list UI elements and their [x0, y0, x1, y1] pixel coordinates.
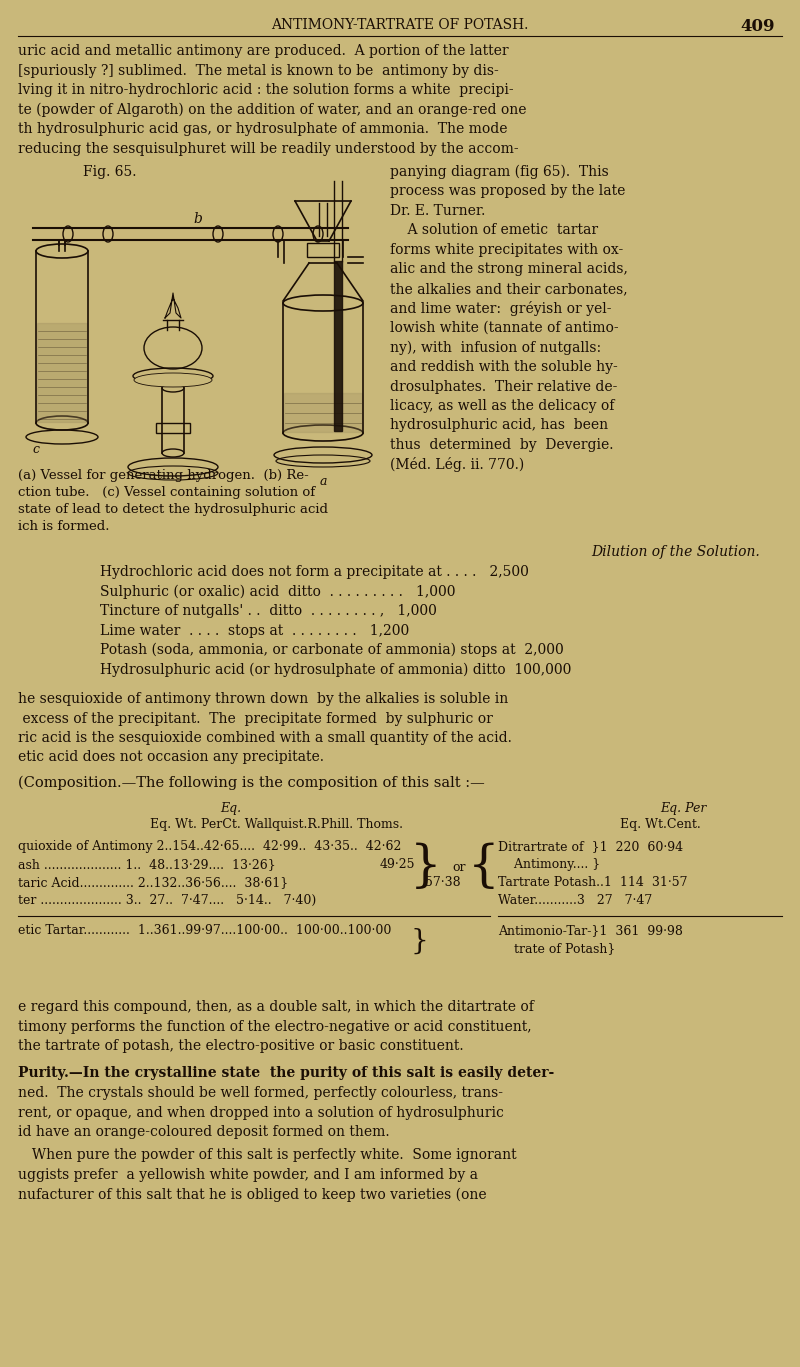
Text: id have an orange-coloured deposit formed on them.: id have an orange-coloured deposit forme…	[18, 1125, 390, 1139]
Text: (Composition.—The following is the composition of this salt :—: (Composition.—The following is the compo…	[18, 776, 485, 790]
Text: }: }	[410, 928, 428, 956]
Bar	[156, 422, 190, 433]
Ellipse shape	[283, 425, 363, 442]
Text: e regard this compound, then, as a double salt, in which the ditartrate of: e regard this compound, then, as a doubl…	[18, 1001, 534, 1014]
Text: state of lead to detect the hydrosulphuric acid: state of lead to detect the hydrosulphur…	[18, 503, 328, 515]
Text: (Méd. Lég. ii. 770.): (Méd. Lég. ii. 770.)	[390, 458, 524, 473]
Ellipse shape	[36, 416, 88, 431]
Text: Tartrate Potash..1  114  31·57: Tartrate Potash..1 114 31·57	[498, 876, 687, 889]
Text: }: }	[410, 842, 442, 891]
Text: (a) Vessel for generating hydrogen.  (b) Re-: (a) Vessel for generating hydrogen. (b) …	[18, 469, 309, 483]
Text: ANTIMONY-TARTRATE OF POTASH.: ANTIMONY-TARTRATE OF POTASH.	[271, 18, 529, 31]
Text: ned.  The crystals should be well formed, perfectly colourless, trans-: ned. The crystals should be well formed,…	[18, 1085, 503, 1100]
Text: timony performs the function of the electro-negative or acid constituent,: timony performs the function of the elec…	[18, 1020, 532, 1033]
Text: c: c	[32, 443, 39, 457]
Text: b: b	[193, 212, 202, 226]
Text: lving it in nitro-hydrochloric acid : the solution forms a white  precipi-: lving it in nitro-hydrochloric acid : th…	[18, 83, 514, 97]
Ellipse shape	[134, 373, 212, 387]
Polygon shape	[37, 323, 87, 422]
Text: drosulphates.  Their relative de-: drosulphates. Their relative de-	[390, 380, 618, 394]
Text: etic Tartar............  1..361..99·97....100·00..  100·00..100·00: etic Tartar............ 1..361..99·97...…	[18, 924, 391, 936]
Text: process was proposed by the late: process was proposed by the late	[390, 185, 626, 198]
Text: uggists prefer  a yellowish white powder, and I am informed by a: uggists prefer a yellowish white powder,…	[18, 1167, 478, 1182]
Text: 57·38: 57·38	[425, 876, 461, 889]
Text: etic acid does not occasion any precipitate.: etic acid does not occasion any precipit…	[18, 750, 324, 764]
Text: te (powder of Algaroth) on the addition of water, and an orange-red one: te (powder of Algaroth) on the addition …	[18, 103, 526, 118]
Text: nufacturer of this salt that he is obliged to keep two varieties (one: nufacturer of this salt that he is oblig…	[18, 1188, 486, 1202]
Text: Dr. E. Turner.: Dr. E. Turner.	[390, 204, 486, 217]
Text: forms white precipitates with ox-: forms white precipitates with ox-	[390, 243, 623, 257]
Text: he sesquioxide of antimony thrown down  by the alkalies is soluble in: he sesquioxide of antimony thrown down b…	[18, 692, 508, 705]
Text: 409: 409	[741, 18, 775, 36]
Text: When pure the powder of this salt is perfectly white.  Some ignorant: When pure the powder of this salt is per…	[18, 1148, 517, 1162]
Text: Eq.: Eq.	[220, 802, 241, 815]
Text: Eq. Wt. PerCt. Wallquist.R.Phill. Thoms.: Eq. Wt. PerCt. Wallquist.R.Phill. Thoms.	[150, 817, 403, 831]
Text: ric acid is the sesquioxide combined with a small quantity of the acid.: ric acid is the sesquioxide combined wit…	[18, 731, 512, 745]
Text: Lime water  . . . .  stops at  . . . . . . . .   1,200: Lime water . . . . stops at . . . . . . …	[100, 623, 410, 637]
Text: 49·25: 49·25	[380, 858, 415, 871]
Text: excess of the precipitant.  The  precipitate formed  by sulphuric or: excess of the precipitant. The precipita…	[18, 711, 493, 726]
Text: or: or	[452, 861, 466, 874]
Text: and reddish with the soluble hy-: and reddish with the soluble hy-	[390, 360, 618, 375]
Text: Dilution of the Solution.: Dilution of the Solution.	[591, 545, 760, 559]
Text: ich is formed.: ich is formed.	[18, 519, 110, 533]
Polygon shape	[33, 228, 348, 241]
Text: thus  determined  by  Devergie.: thus determined by Devergie.	[390, 437, 614, 452]
Text: panying diagram (fig 65).  This: panying diagram (fig 65). This	[390, 165, 609, 179]
Text: Ditrartrate of  }1  220  60·94: Ditrartrate of }1 220 60·94	[498, 839, 683, 853]
Text: trate of Potash}: trate of Potash}	[498, 942, 615, 956]
Text: the alkalies and their carbonates,: the alkalies and their carbonates,	[390, 282, 628, 297]
Text: alic and the strong mineral acids,: alic and the strong mineral acids,	[390, 262, 628, 276]
Text: Hydrosulphuric acid (or hydrosulphate of ammonia) ditto  100,000: Hydrosulphuric acid (or hydrosulphate of…	[100, 663, 571, 677]
Text: quioxide of Antimony 2..154..42·65....  42·99..  43·35..  42·62: quioxide of Antimony 2..154..42·65.... 4…	[18, 839, 402, 853]
Text: Tincture of nutgalls' . .  ditto  . . . . . . . . ,   1,000: Tincture of nutgalls' . . ditto . . . . …	[100, 604, 437, 618]
Text: th hydrosulphuric acid gas, or hydrosulphate of ammonia.  The mode: th hydrosulphuric acid gas, or hydrosulp…	[18, 122, 507, 135]
Text: ter ..................... 3..  27..  7·47....   5·14..   7·40): ter ..................... 3.. 27.. 7·47.…	[18, 894, 316, 906]
Text: ash .................... 1..  48..13·29....  13·26}: ash .................... 1.. 48..13·29..…	[18, 858, 276, 871]
Text: Hydrochloric acid does not form a precipitate at . . . .   2,500: Hydrochloric acid does not form a precip…	[100, 565, 529, 580]
Text: a: a	[319, 474, 326, 488]
Text: Fig. 65.: Fig. 65.	[83, 165, 137, 179]
Text: Eq. Wt.Cent.: Eq. Wt.Cent.	[620, 817, 701, 831]
Text: Water...........3   27   7·47: Water...........3 27 7·47	[498, 894, 652, 906]
Text: {: {	[468, 842, 500, 891]
Text: Antimony.... }: Antimony.... }	[498, 858, 600, 871]
Text: rent, or opaque, and when dropped into a solution of hydrosulphuric: rent, or opaque, and when dropped into a…	[18, 1106, 504, 1120]
Text: lowish white (tannate of antimo-: lowish white (tannate of antimo-	[390, 321, 618, 335]
Text: Potash (soda, ammonia, or carbonate of ammonia) stops at  2,000: Potash (soda, ammonia, or carbonate of a…	[100, 642, 564, 658]
Text: taric Acid.............. 2..132..36·56....  38·61}: taric Acid.............. 2..132..36·56..…	[18, 876, 288, 889]
Text: Antimonio-Tar-}1  361  99·98: Antimonio-Tar-}1 361 99·98	[498, 924, 683, 936]
Text: licacy, as well as the delicacy of: licacy, as well as the delicacy of	[390, 399, 614, 413]
Polygon shape	[334, 261, 342, 431]
Text: the tartrate of potash, the electro-positive or basic constituent.: the tartrate of potash, the electro-posi…	[18, 1039, 464, 1053]
Text: Eq. Per: Eq. Per	[660, 802, 706, 815]
Text: uric acid and metallic antimony are produced.  A portion of the latter: uric acid and metallic antimony are prod…	[18, 44, 509, 57]
Polygon shape	[284, 392, 362, 432]
Text: [spuriously ?] sublimed.  The metal is known to be  antimony by dis-: [spuriously ?] sublimed. The metal is kn…	[18, 63, 498, 78]
Text: ny), with  infusion of nutgalls:: ny), with infusion of nutgalls:	[390, 340, 601, 355]
Text: ction tube.   (c) Vessel containing solution of: ction tube. (c) Vessel containing soluti…	[18, 487, 315, 499]
Text: A solution of emetic  tartar: A solution of emetic tartar	[390, 223, 598, 238]
Ellipse shape	[162, 448, 184, 457]
Text: and lime water:  gréyish or yel-: and lime water: gréyish or yel-	[390, 302, 611, 317]
Text: hydrosulphuric acid, has  been: hydrosulphuric acid, has been	[390, 418, 608, 432]
Text: Purity.—In the crystalline state  the purity of this salt is easily deter-: Purity.—In the crystalline state the pur…	[18, 1066, 554, 1080]
Bar	[307, 243, 339, 257]
Text: reducing the sesquisulphuret will be readily understood by the accom-: reducing the sesquisulphuret will be rea…	[18, 142, 518, 156]
Text: Sulphuric (or oxalic) acid  ditto  . . . . . . . . .   1,000: Sulphuric (or oxalic) acid ditto . . . .…	[100, 585, 455, 599]
